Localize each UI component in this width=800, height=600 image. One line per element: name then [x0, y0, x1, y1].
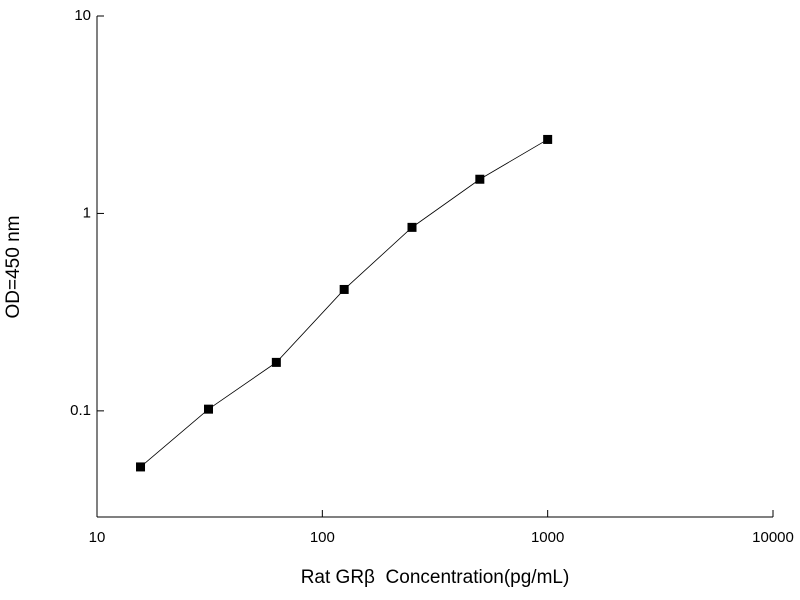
- data-point: [204, 404, 214, 414]
- data-point: [271, 357, 281, 367]
- y-tick-label: 1: [83, 204, 91, 221]
- y-axis-title: OD=450 nm: [3, 216, 24, 319]
- data-point: [543, 134, 553, 144]
- data-point: [407, 222, 417, 232]
- data-point: [136, 462, 146, 472]
- y-tick-label: 0.1: [70, 402, 91, 419]
- y-tick-label: 10: [74, 7, 91, 24]
- x-tick-label: 10000: [752, 529, 794, 546]
- data-point: [339, 284, 349, 294]
- data-point: [475, 174, 485, 184]
- x-tick-label: 100: [310, 529, 335, 546]
- x-axis-title: Rat GRβ Concentration(pg/mL): [301, 567, 570, 588]
- x-tick-label: 1000: [531, 529, 564, 546]
- x-tick-label: 10: [89, 529, 106, 546]
- series-line: [140, 139, 548, 468]
